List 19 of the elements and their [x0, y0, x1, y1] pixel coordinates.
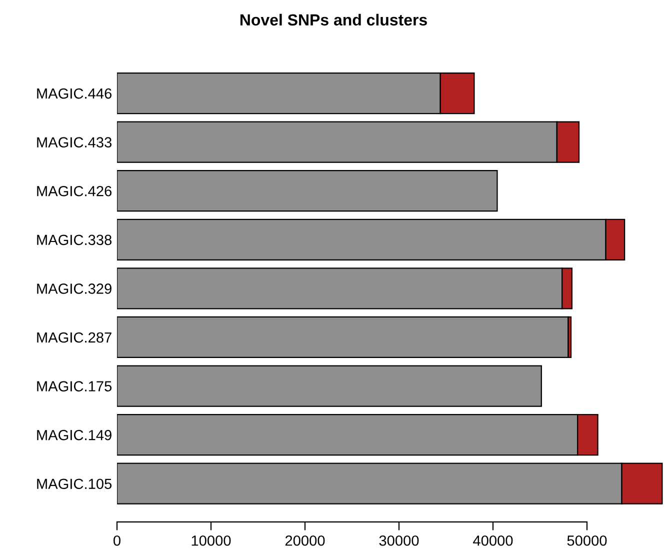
- x-tick-label: 50000: [567, 535, 607, 546]
- bar: [117, 316, 569, 358]
- x-tick-label: 40000: [473, 535, 513, 546]
- y-tick-label: MAGIC.446: [37, 88, 112, 99]
- y-tick-label: MAGIC.433: [37, 137, 112, 148]
- x-tick-label: 20000: [285, 535, 325, 546]
- x-tick-label: 30000: [379, 535, 419, 546]
- bar: [117, 365, 542, 407]
- y-tick-label: MAGIC.105: [37, 478, 112, 490]
- y-tick-label: MAGIC.426: [37, 186, 112, 196]
- x-tick-label: 10000: [192, 535, 231, 546]
- x-tick-label: 0: [114, 535, 120, 546]
- y-tick-label: MAGIC.149: [37, 430, 112, 440]
- y-tick-label: MAGIC.287: [37, 332, 112, 343]
- y-tick-label: MAGIC.175: [37, 381, 112, 392]
- bar: [117, 170, 498, 212]
- y-tick-label: MAGIC.338: [37, 234, 112, 246]
- chart-title: Novel SNPs and clusters: [240, 14, 427, 26]
- y-tick-label: MAGIC.329: [37, 284, 112, 294]
